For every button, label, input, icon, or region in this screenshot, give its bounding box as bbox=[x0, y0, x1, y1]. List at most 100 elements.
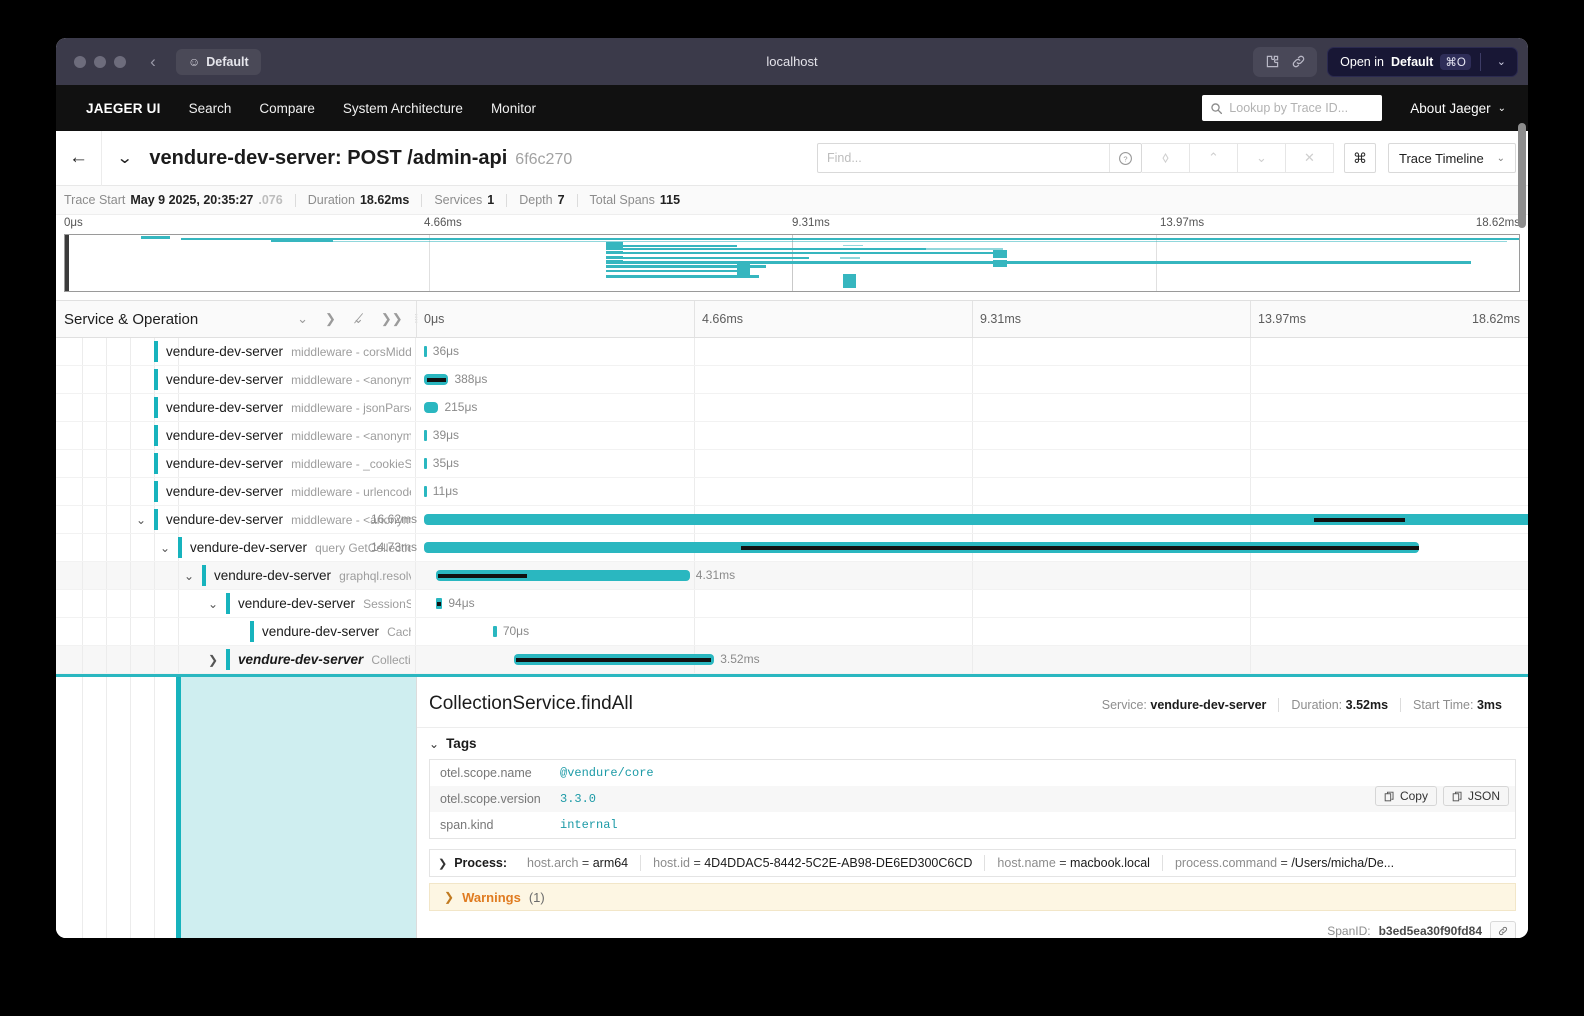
span-duration-bar[interactable] bbox=[514, 654, 715, 665]
about-jaeger-menu[interactable]: About Jaeger ⌄ bbox=[1410, 101, 1506, 116]
span-name-cell[interactable]: vendure-dev-server CacheSe... bbox=[56, 618, 416, 645]
span-bar-cell[interactable]: 4.31ms bbox=[416, 562, 1528, 589]
span-bar-cell[interactable]: 94μs bbox=[416, 590, 1528, 617]
window-traffic-lights[interactable] bbox=[74, 55, 126, 68]
table-row[interactable]: ❯ vendure-dev-server CollectionS... 3.52ms bbox=[56, 646, 1528, 674]
span-duration-bar[interactable] bbox=[424, 430, 427, 441]
span-bar-cell[interactable]: 70μs bbox=[416, 618, 1528, 645]
browser-tab-default[interactable]: ☺ Default bbox=[176, 48, 261, 75]
chevron-right-icon[interactable]: ❯ bbox=[207, 652, 219, 667]
prev-match-button[interactable]: ⌃ bbox=[1190, 143, 1238, 173]
puzzle-extension-icon[interactable] bbox=[1261, 51, 1283, 73]
scrollbar-thumb[interactable] bbox=[1518, 123, 1526, 228]
minimap-left-handle[interactable] bbox=[65, 235, 69, 291]
maximize-window-button[interactable] bbox=[114, 55, 126, 68]
span-duration-bar[interactable] bbox=[424, 542, 1420, 553]
clear-find-button[interactable]: ✕ bbox=[1286, 143, 1334, 173]
link-icon[interactable] bbox=[1287, 51, 1309, 73]
span-bar-cell[interactable]: 388μs bbox=[416, 366, 1528, 393]
table-row[interactable]: ⌄ vendure-dev-server graphql.resolve co...… bbox=[56, 562, 1528, 590]
span-bar-cell[interactable]: 16.62ms bbox=[371, 506, 1528, 533]
span-duration-bar[interactable] bbox=[436, 598, 443, 609]
focus-matches-icon[interactable] bbox=[1142, 143, 1190, 173]
detail-start-value: 3ms bbox=[1476, 698, 1502, 712]
collapse-one-icon[interactable]: ⌄ bbox=[297, 311, 308, 326]
find-input-group[interactable]: Find... ? bbox=[817, 143, 1142, 173]
nav-item-system-architecture[interactable]: System Architecture bbox=[342, 100, 463, 116]
json-button[interactable]: JSON bbox=[1442, 786, 1509, 806]
span-name-cell[interactable]: ⌄ vendure-dev-server graphql.resolve co... bbox=[56, 562, 416, 589]
vertical-scrollbar[interactable] bbox=[1518, 85, 1526, 938]
table-row[interactable]: vendure-dev-server CacheSe... 70μs bbox=[56, 618, 1528, 646]
span-name-cell[interactable]: vendure-dev-server middleware - <anonymou… bbox=[56, 422, 416, 449]
span-operation-name: CollectionS... bbox=[371, 653, 411, 667]
table-row[interactable]: vendure-dev-server middleware - corsMiddl… bbox=[56, 338, 1528, 366]
chevron-down-icon[interactable]: ⌄ bbox=[159, 540, 171, 555]
timeline-gridline bbox=[694, 366, 695, 393]
span-duration-bar[interactable] bbox=[424, 486, 427, 497]
find-input[interactable]: Find... bbox=[827, 151, 862, 165]
next-match-button[interactable]: ⌄ bbox=[1238, 143, 1286, 173]
nav-item-compare[interactable]: Compare bbox=[259, 100, 315, 116]
view-mode-select[interactable]: Trace Timeline ⌄ bbox=[1388, 143, 1516, 173]
warnings-row[interactable]: ❯ Warnings (1) bbox=[429, 883, 1516, 911]
span-bar-cell[interactable]: 39μs bbox=[416, 422, 1528, 449]
keyboard-shortcuts-button[interactable]: ⌘ bbox=[1344, 143, 1376, 173]
table-row[interactable]: vendure-dev-server middleware - urlencode… bbox=[56, 478, 1528, 506]
span-duration-bar[interactable] bbox=[436, 570, 690, 581]
deep-link-icon[interactable] bbox=[1490, 921, 1516, 938]
tags-section-toggle[interactable]: ⌄ Tags bbox=[417, 728, 1528, 759]
span-duration-bar[interactable] bbox=[424, 346, 427, 357]
back-navigation-icon[interactable]: ‹ bbox=[150, 52, 156, 71]
close-window-button[interactable] bbox=[74, 55, 86, 68]
span-duration-bar[interactable] bbox=[424, 374, 449, 385]
table-row[interactable]: ⌄ vendure-dev-server middleware - <anonymo… bbox=[56, 506, 1528, 534]
span-name-cell[interactable]: ⌄ vendure-dev-server query GetCollectionLi… bbox=[56, 534, 416, 561]
table-row[interactable]: vendure-dev-server middleware - jsonParse… bbox=[56, 394, 1528, 422]
expand-all-icon[interactable]: ❯❯ bbox=[380, 311, 403, 326]
span-duration-bar[interactable] bbox=[424, 514, 1528, 525]
span-duration-bar[interactable] bbox=[424, 402, 439, 413]
minimap-bar bbox=[605, 244, 737, 247]
back-button[interactable]: ← bbox=[56, 130, 102, 186]
span-name-cell[interactable]: vendure-dev-server middleware - corsMiddl… bbox=[56, 338, 416, 365]
span-bar-cell[interactable]: 215μs bbox=[416, 394, 1528, 421]
open-in-default-button[interactable]: Open in Default ⌘O ⌄ bbox=[1327, 46, 1518, 77]
chevron-down-icon[interactable]: ⌄ bbox=[207, 596, 219, 611]
span-duration-bar[interactable] bbox=[424, 458, 427, 469]
span-name-cell[interactable]: vendure-dev-server middleware - urlencode… bbox=[56, 478, 416, 505]
span-bar-cell[interactable]: 35μs bbox=[416, 450, 1528, 477]
trace-minimap[interactable]: 0μs 4.66ms 9.31ms 13.97ms 18.62ms bbox=[56, 215, 1528, 300]
minimize-window-button[interactable] bbox=[94, 55, 106, 68]
table-row[interactable]: vendure-dev-server middleware - <anonymou… bbox=[56, 422, 1528, 450]
collapse-header-icon[interactable]: ⌄ bbox=[116, 150, 134, 167]
chevron-down-icon[interactable]: ⌄ bbox=[1496, 56, 1506, 68]
span-duration-bar[interactable] bbox=[492, 626, 497, 637]
nav-item-search[interactable]: Search bbox=[188, 100, 232, 116]
table-row[interactable]: ⌄ vendure-dev-server query GetCollectionLi… bbox=[56, 534, 1528, 562]
help-icon[interactable]: ? bbox=[1109, 144, 1141, 172]
trace-id-lookup-input[interactable]: Lookup by Trace ID... bbox=[1202, 95, 1383, 121]
nav-item-monitor[interactable]: Monitor bbox=[490, 100, 536, 116]
span-bar-cell[interactable]: 14.73ms bbox=[371, 534, 1528, 561]
table-row[interactable]: vendure-dev-server middleware - <anonymou… bbox=[56, 366, 1528, 394]
collapse-all-icon[interactable]: ⌄̸ bbox=[352, 311, 364, 326]
span-bar-cell[interactable]: 3.52ms bbox=[416, 646, 1528, 673]
table-row[interactable]: vendure-dev-server middleware - _cookieSe… bbox=[56, 450, 1528, 478]
process-row[interactable]: ❯ Process: host.arch = arm64 host.id = 4… bbox=[429, 849, 1516, 877]
span-name-cell[interactable]: ⌄ vendure-dev-server SessionServic... bbox=[56, 590, 416, 617]
chevron-down-icon[interactable]: ⌄ bbox=[135, 512, 147, 527]
span-name-cell[interactable]: vendure-dev-server middleware - jsonParse… bbox=[56, 394, 416, 421]
jaeger-brand[interactable]: JAEGER UI bbox=[86, 100, 161, 116]
span-name-cell[interactable]: ⌄ vendure-dev-server middleware - <anonymo… bbox=[56, 506, 416, 533]
chevron-down-icon[interactable]: ⌄ bbox=[183, 568, 195, 583]
span-name-cell[interactable]: ❯ vendure-dev-server CollectionS... bbox=[56, 646, 416, 673]
table-row[interactable]: ⌄ vendure-dev-server SessionServic... 94μs bbox=[56, 590, 1528, 618]
span-bar-cell[interactable]: 36μs bbox=[416, 338, 1528, 365]
minimap-viewport[interactable] bbox=[64, 234, 1520, 292]
span-name-cell[interactable]: vendure-dev-server middleware - <anonymou… bbox=[56, 366, 416, 393]
span-bar-cell[interactable]: 11μs bbox=[416, 478, 1528, 505]
copy-button[interactable]: Copy bbox=[1374, 786, 1437, 806]
expand-one-icon[interactable]: ❯ bbox=[325, 311, 336, 326]
span-name-cell[interactable]: vendure-dev-server middleware - _cookieSe… bbox=[56, 450, 416, 477]
